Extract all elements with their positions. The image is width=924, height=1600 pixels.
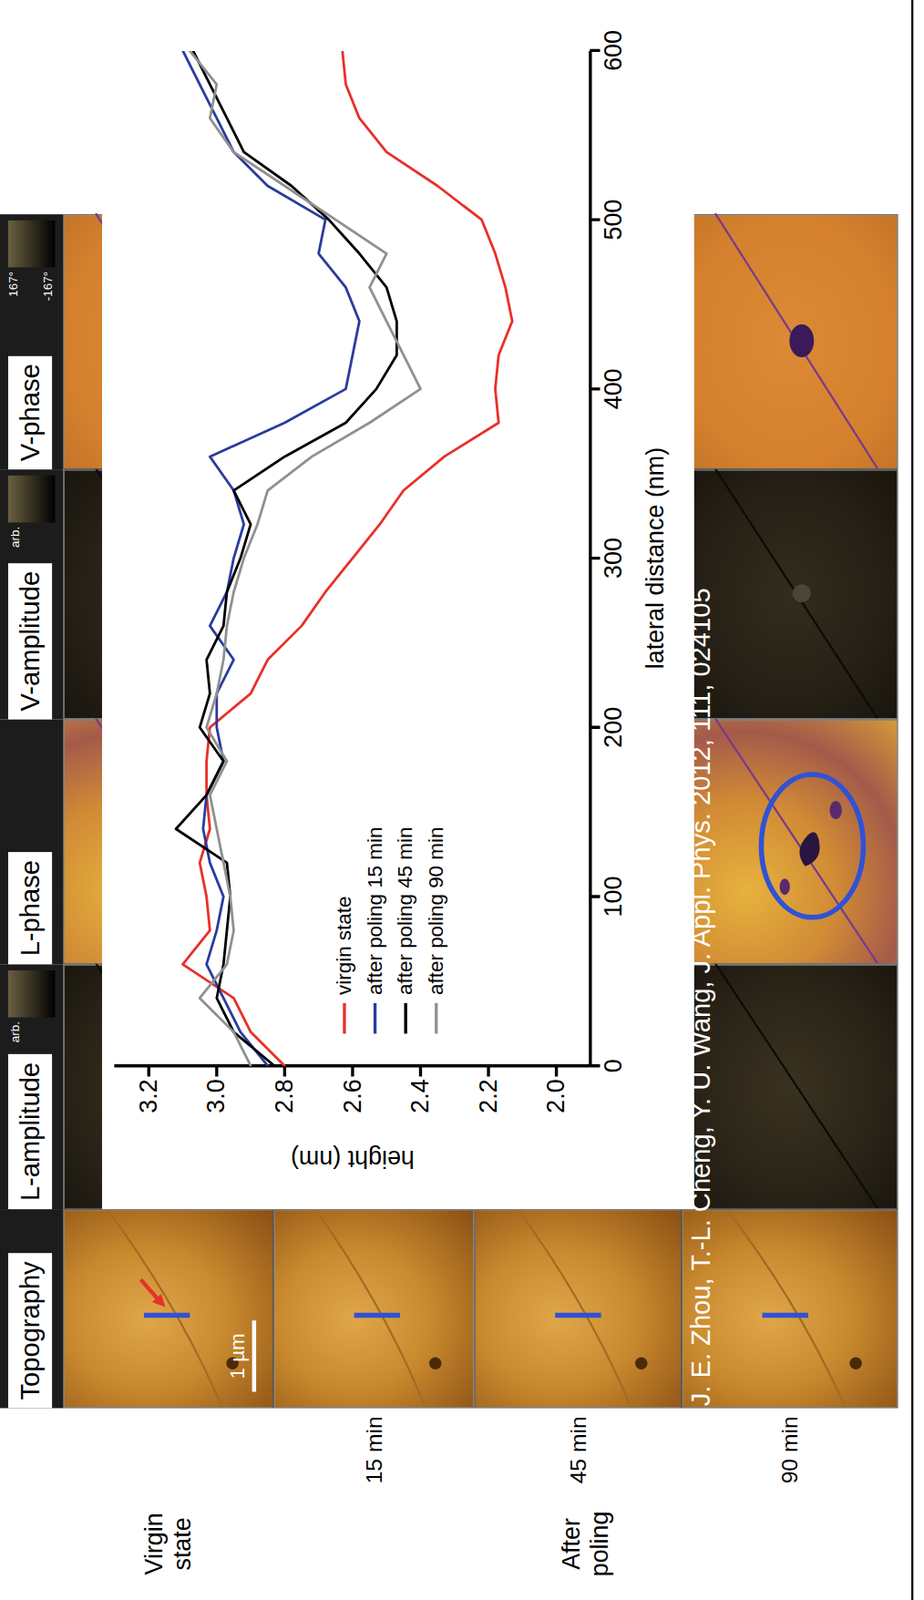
html-text:arb.: arb. (8, 526, 23, 548)
svg-text:100: 100 (599, 876, 627, 918)
svg-text:400: 400 (599, 368, 627, 410)
svg-text:0: 0 (599, 1058, 627, 1073)
html-text:L-amplitude: L-amplitude (14, 1062, 45, 1202)
svg-text:lateral distance (nm): lateral distance (nm) (641, 447, 669, 669)
svg-text:2.8: 2.8 (270, 1078, 298, 1113)
svg-text:2.4: 2.4 (406, 1078, 434, 1113)
svg-text:500: 500 (599, 199, 627, 241)
html-text:L-phase: L-phase (14, 860, 45, 957)
svg-text:2.2: 2.2 (474, 1078, 503, 1113)
html-text:Topography: Topography (14, 1261, 45, 1401)
svg-text:2.6: 2.6 (338, 1078, 367, 1113)
svg-text:200: 200 (599, 707, 627, 749)
html-text:167°: 167° (6, 271, 21, 297)
html-text:after poling 15 min: after poling 15 min (362, 827, 386, 995)
svg-text:3.2: 3.2 (134, 1078, 163, 1113)
svg-text:600: 600 (599, 30, 627, 72)
html-text:15 min: 15 min (360, 1416, 387, 1484)
html-text:arb.: arb. (8, 1021, 23, 1043)
html-text:V-amplitude: V-amplitude (14, 571, 45, 712)
svg-text:1 µm: 1 µm (225, 1333, 249, 1379)
html-text:after poling 90 min: after poling 90 min (424, 827, 447, 995)
html-text:-167°: -167° (40, 271, 56, 301)
html-text:V-phase: V-phase (14, 363, 45, 462)
svg-text:300: 300 (599, 537, 627, 579)
html-text:After poling: After poling (557, 1511, 614, 1577)
svg-text:3.0: 3.0 (202, 1078, 230, 1113)
svg-text:2.0: 2.0 (542, 1078, 570, 1113)
svg-text:height (nm): height (nm) (290, 1145, 415, 1173)
html-text:90 min: 90 min (776, 1416, 803, 1484)
html-text:virgin state: virgin state (332, 896, 355, 995)
html-text:after poling 45 min: after poling 45 min (393, 827, 416, 995)
html-text:J. E. Zhou, T.-L. Cheng, Y. U.: J. E. Zhou, T.-L. Cheng, Y. U. Wang, J. … (685, 588, 717, 1407)
html-text:Virgin state: Virgin state (140, 1512, 196, 1576)
html-text:45 min: 45 min (564, 1416, 591, 1484)
